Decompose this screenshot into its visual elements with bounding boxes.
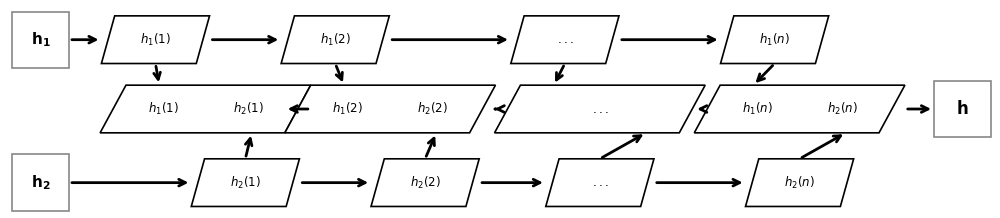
Text: $h_1(2)$: $h_1(2)$ xyxy=(332,101,363,117)
Text: $h_2(n)$: $h_2(n)$ xyxy=(827,101,857,117)
Polygon shape xyxy=(746,159,854,206)
Polygon shape xyxy=(511,16,619,63)
Polygon shape xyxy=(191,159,299,206)
Text: $h_2(2)$: $h_2(2)$ xyxy=(410,175,440,191)
Text: $...$: $...$ xyxy=(592,102,608,116)
Text: $h_1(1)$: $h_1(1)$ xyxy=(140,32,171,48)
Polygon shape xyxy=(694,85,905,133)
Text: $\mathbf{h_1}$: $\mathbf{h_1}$ xyxy=(31,30,50,49)
Bar xyxy=(934,81,991,137)
Text: $h_2(1)$: $h_2(1)$ xyxy=(233,101,263,117)
Polygon shape xyxy=(285,85,495,133)
Polygon shape xyxy=(495,85,705,133)
Bar xyxy=(12,155,69,211)
Polygon shape xyxy=(101,16,210,63)
Polygon shape xyxy=(100,85,311,133)
Text: $h_1(n)$: $h_1(n)$ xyxy=(759,32,790,48)
Bar xyxy=(12,12,69,68)
Polygon shape xyxy=(546,159,654,206)
Polygon shape xyxy=(281,16,389,63)
Text: $h_2(2)$: $h_2(2)$ xyxy=(417,101,448,117)
Text: $...$: $...$ xyxy=(557,33,573,46)
Text: $h_2(1)$: $h_2(1)$ xyxy=(230,175,261,191)
Text: $h_1(2)$: $h_1(2)$ xyxy=(320,32,351,48)
Text: $\mathbf{h_2}$: $\mathbf{h_2}$ xyxy=(31,173,50,192)
Text: $\mathbf{h}$: $\mathbf{h}$ xyxy=(956,100,969,118)
Text: $h_2(n)$: $h_2(n)$ xyxy=(784,175,815,191)
Polygon shape xyxy=(371,159,479,206)
Polygon shape xyxy=(721,16,829,63)
Text: $h_1(1)$: $h_1(1)$ xyxy=(148,101,178,117)
Text: $h_1(n)$: $h_1(n)$ xyxy=(742,101,772,117)
Text: $...$: $...$ xyxy=(592,176,608,189)
